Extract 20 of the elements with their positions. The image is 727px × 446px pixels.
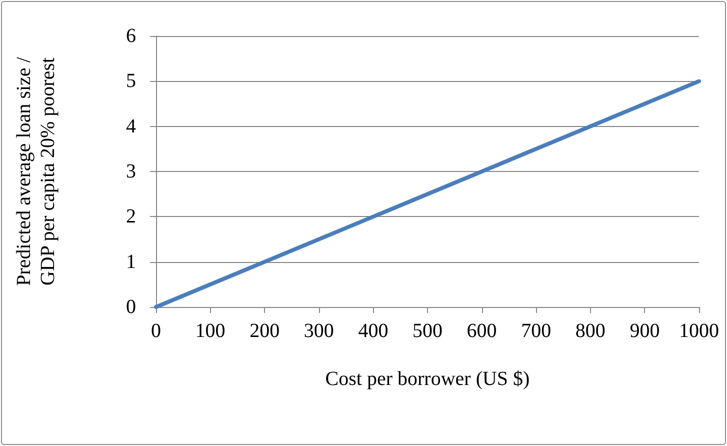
- x-tick-label: 100: [195, 320, 226, 342]
- x-tick-label: 700: [521, 320, 552, 342]
- y-tick-label: 6: [126, 25, 136, 47]
- x-tick-label: 900: [630, 320, 660, 342]
- x-tick-label: 0: [151, 320, 161, 342]
- x-tick-label: 500: [412, 320, 442, 342]
- x-tick-label: 400: [358, 320, 388, 342]
- y-tick-label: 1: [126, 250, 136, 273]
- x-tick-label: 1000: [679, 320, 719, 342]
- y-tick-label: 3: [126, 160, 136, 182]
- x-tick-label: 800: [575, 320, 606, 342]
- y-tick-label: 4: [126, 115, 136, 138]
- y-tick-label: 0: [126, 296, 136, 318]
- x-tick-label: 200: [250, 320, 280, 342]
- x-axis-title: Cost per borrower (US $): [325, 368, 530, 390]
- y-axis-title: Predicted average loan size / GDP per capita 20% poorest: [13, 56, 59, 286]
- y-tick-label: 2: [126, 206, 136, 228]
- y-tick-label: 5: [126, 70, 136, 92]
- x-tick-label: 300: [304, 320, 334, 342]
- x-tick-label: 600: [466, 320, 497, 342]
